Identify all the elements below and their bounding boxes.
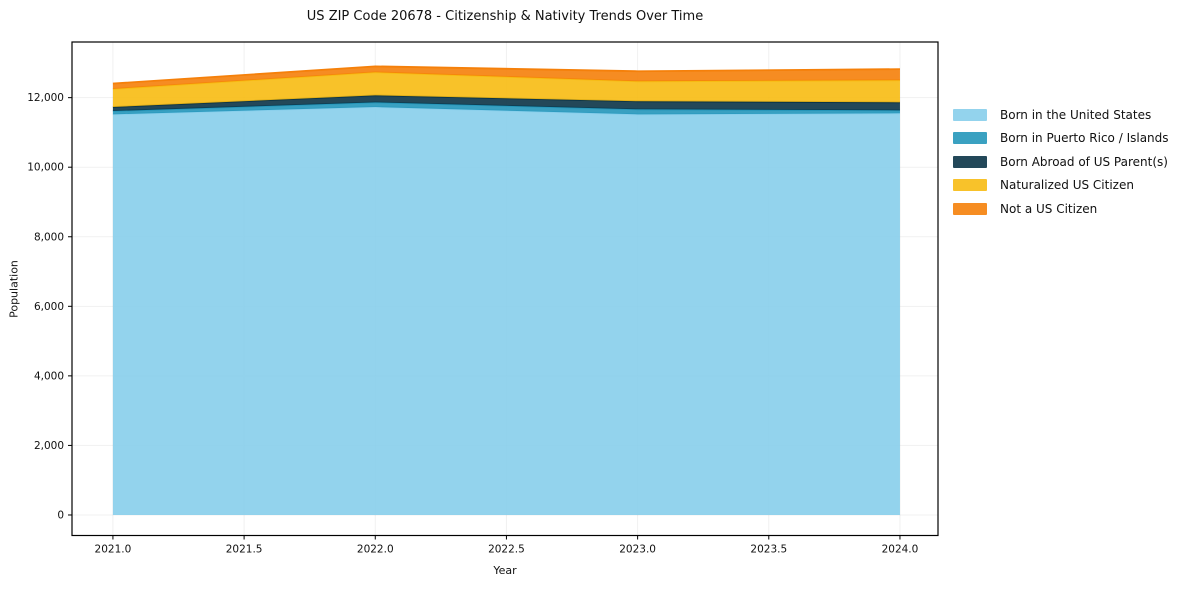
x-tick-label: 2023.5: [750, 544, 787, 556]
legend-label: Born in the United States: [1000, 107, 1152, 122]
legend-swatch: [953, 132, 987, 145]
y-tick-label: 12,000: [27, 92, 64, 104]
legend-swatch: [953, 108, 987, 121]
x-tick-label: 2022.0: [357, 544, 394, 556]
legend: Born in the United States Born in Puerto…: [953, 103, 1169, 221]
legend-label: Naturalized US Citizen: [1000, 178, 1134, 193]
area-edge-line-4: [112, 65, 900, 85]
legend-item: Born Abroad of US Parent(s): [953, 150, 1169, 174]
legend-label: Born in Puerto Rico / Islands: [1000, 131, 1169, 146]
legend-item: Born in the United States: [953, 103, 1169, 127]
stacked-area-4: [112, 66, 900, 89]
legend-label: Not a US Citizen: [1000, 201, 1098, 216]
x-tick-label: 2023.0: [619, 544, 656, 556]
legend-item: Not a US Citizen: [953, 197, 1169, 221]
y-tick-label: 0: [57, 509, 64, 521]
chart-title: US ZIP Code 20678 - Citizenship & Nativi…: [306, 9, 704, 24]
y-tick-label: 2,000: [34, 440, 64, 452]
y-tick-label: 6,000: [34, 301, 64, 313]
x-tick-label: 2021.5: [226, 544, 263, 556]
y-axis-label: Population: [7, 260, 21, 318]
legend-swatch: [953, 202, 987, 215]
y-tick-label: 8,000: [34, 231, 64, 243]
legend-label: Born Abroad of US Parent(s): [1000, 154, 1168, 169]
plot-frame: [71, 41, 939, 537]
legend-item: Naturalized US Citizen: [953, 174, 1169, 198]
stacked-area-3: [112, 72, 900, 108]
legend-item: Born in Puerto Rico / Islands: [953, 127, 1169, 151]
legend-swatch: [953, 179, 987, 192]
x-tick-label: 2024.0: [882, 544, 919, 556]
x-axis-label: Year: [493, 564, 517, 577]
y-tick-label: 10,000: [27, 162, 64, 174]
y-tick-label: 4,000: [34, 370, 64, 382]
legend-swatch: [953, 155, 987, 168]
stacked-area-2: [112, 95, 900, 112]
x-tick-label: 2021.0: [95, 544, 132, 556]
stacked-area-0: [112, 107, 900, 515]
x-tick-label: 2022.5: [488, 544, 525, 556]
